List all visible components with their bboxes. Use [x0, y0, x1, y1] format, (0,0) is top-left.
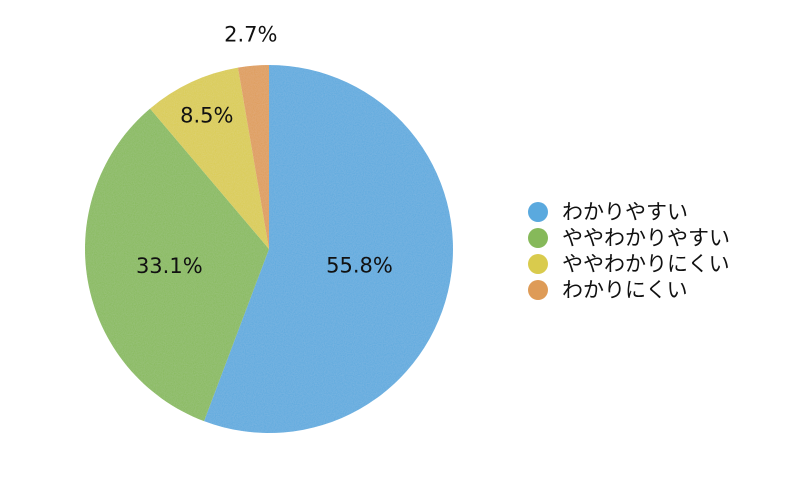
pie-slice: [204, 65, 453, 433]
slice-value-label: 55.8%: [326, 254, 393, 278]
legend-marker: [528, 254, 548, 274]
slice-value-label: 33.1%: [136, 254, 203, 278]
pie-value-labels: 55.8% 33.1% 8.5% 2.7%: [136, 23, 393, 279]
legend-label: わかりにくい: [562, 278, 688, 302]
legend-label: ややわかりにくい: [562, 252, 730, 276]
legend-marker: [528, 280, 548, 300]
slice-value-label: 8.5%: [180, 104, 233, 128]
pie-slice: [84, 108, 269, 422]
legend-label: ややわかりやすい: [562, 226, 730, 250]
pie-slices: [84, 65, 453, 433]
pie-slice: [237, 65, 269, 249]
legend-label: わかりやすい: [562, 200, 688, 224]
legend-marker: [528, 228, 548, 248]
slice-value-label: 2.7%: [224, 23, 277, 47]
legend-marker: [528, 202, 548, 222]
pie-slice: [150, 67, 269, 249]
